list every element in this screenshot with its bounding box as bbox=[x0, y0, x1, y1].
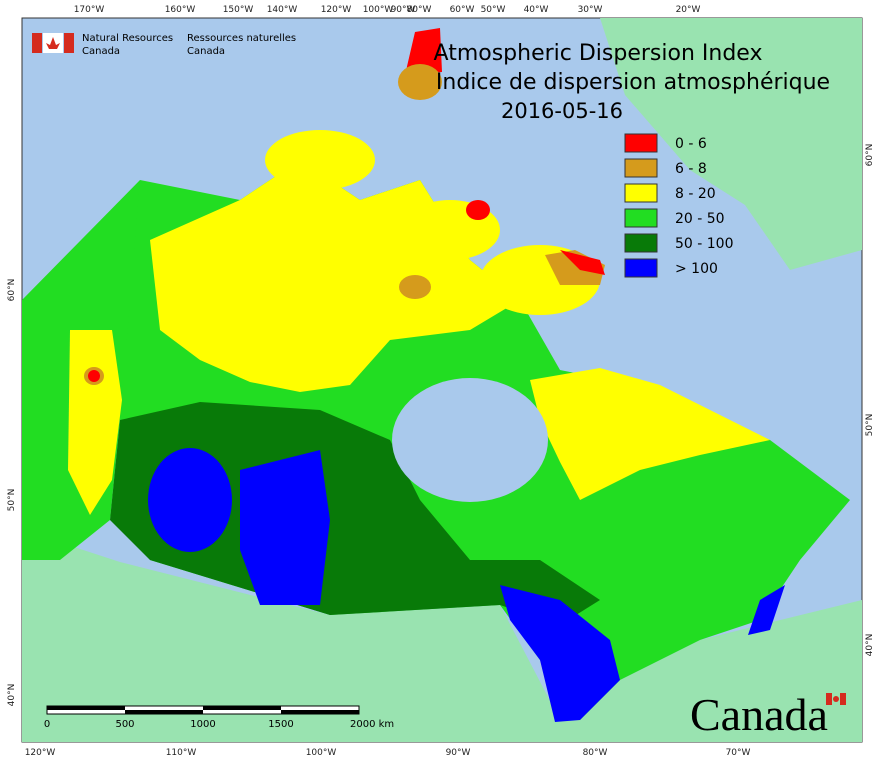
logo: Natural Resources Canada Ressources natu… bbox=[32, 33, 296, 57]
map bbox=[21, 17, 863, 743]
agency-fr: Ressources naturelles bbox=[187, 33, 296, 44]
legend-label: 8 - 20 bbox=[675, 186, 716, 202]
flag-bar bbox=[826, 693, 832, 705]
legend-label: > 100 bbox=[675, 261, 718, 277]
legend-swatch bbox=[624, 183, 658, 203]
blue-area bbox=[748, 585, 785, 635]
flag-leaf bbox=[46, 37, 60, 49]
agency-en: Canada bbox=[82, 46, 120, 57]
lon-label: 100°W bbox=[363, 5, 394, 15]
hudson-bay bbox=[392, 378, 548, 502]
scale-seg bbox=[125, 710, 203, 714]
lon-label: 100°W bbox=[306, 748, 337, 758]
quebec-yellow bbox=[530, 368, 770, 500]
lon-label: 60°W bbox=[450, 5, 475, 15]
orange-area bbox=[399, 275, 431, 299]
lon-label: 40°W bbox=[524, 5, 549, 15]
greenland bbox=[600, 18, 862, 270]
prairies-dark bbox=[110, 402, 600, 625]
lat-label: 40°N bbox=[865, 634, 875, 657]
flag-bar bbox=[840, 693, 846, 705]
flag-bar bbox=[32, 33, 42, 53]
agency-en: Natural Resources bbox=[82, 33, 173, 44]
lat-label: 50°N bbox=[7, 489, 17, 512]
legend-label: 0 - 6 bbox=[675, 136, 707, 152]
scale-label: 1500 bbox=[268, 719, 293, 730]
scale-seg bbox=[203, 706, 281, 710]
scale-label: 0 bbox=[44, 719, 50, 730]
lon-label: 170°W bbox=[74, 5, 105, 15]
lat-label: 40°N bbox=[7, 684, 17, 707]
date: 2016-05-16 bbox=[501, 99, 623, 123]
lat-label: 60°N bbox=[865, 144, 875, 167]
lon-label: 20°W bbox=[676, 5, 701, 15]
title-en: Atmospheric Dispersion Index bbox=[434, 41, 763, 66]
red-area bbox=[560, 250, 605, 275]
legend-swatch bbox=[624, 233, 658, 253]
usa bbox=[22, 530, 862, 742]
blue-area bbox=[240, 450, 330, 605]
scale-label: 2000 km bbox=[350, 719, 394, 730]
scale-seg bbox=[281, 710, 359, 714]
island bbox=[265, 130, 375, 190]
flag-leaf bbox=[833, 696, 839, 702]
wordmark: Canada bbox=[690, 689, 846, 740]
legend-label: 20 - 50 bbox=[675, 211, 725, 227]
legend-label: 6 - 8 bbox=[675, 161, 707, 177]
lon-label: 160°W bbox=[165, 5, 196, 15]
lon-label: 30°W bbox=[578, 5, 603, 15]
lon-label: 50°W bbox=[481, 5, 506, 15]
red-area bbox=[88, 370, 100, 382]
scale-label: 500 bbox=[115, 719, 134, 730]
legend-label: 50 - 100 bbox=[675, 236, 734, 252]
red-area bbox=[466, 200, 490, 220]
lon-label: 150°W bbox=[223, 5, 254, 15]
lon-label: 90°W bbox=[391, 5, 416, 15]
wordmark-text: Canada bbox=[690, 689, 828, 740]
lon-label: 90°W bbox=[446, 748, 471, 758]
scale-seg bbox=[47, 706, 125, 710]
lon-label: 80°W bbox=[407, 5, 432, 15]
lon-label: 140°W bbox=[267, 5, 298, 15]
bc-yellow bbox=[68, 330, 122, 515]
scale-label: 1000 bbox=[190, 719, 215, 730]
legend-swatch bbox=[624, 208, 658, 228]
orange-area bbox=[398, 64, 442, 100]
red-area bbox=[405, 28, 442, 75]
scale-bar bbox=[46, 705, 360, 715]
agency-fr: Canada bbox=[187, 46, 225, 57]
title-fr: Indice de dispersion atmosphérique bbox=[436, 70, 830, 95]
blue-area bbox=[148, 448, 232, 552]
legend-swatch bbox=[624, 258, 658, 278]
lat-label: 60°N bbox=[7, 279, 17, 302]
lon-label: 110°W bbox=[166, 748, 197, 758]
lon-label: 70°W bbox=[726, 748, 751, 758]
flag-bar bbox=[64, 33, 74, 53]
lon-label: 80°W bbox=[583, 748, 608, 758]
legend-swatch bbox=[624, 158, 658, 178]
lon-label: 120°W bbox=[321, 5, 352, 15]
lon-label: 120°W bbox=[25, 748, 56, 758]
lat-label: 50°N bbox=[865, 414, 875, 437]
legend-swatch bbox=[624, 133, 658, 153]
blue-area bbox=[500, 585, 620, 722]
